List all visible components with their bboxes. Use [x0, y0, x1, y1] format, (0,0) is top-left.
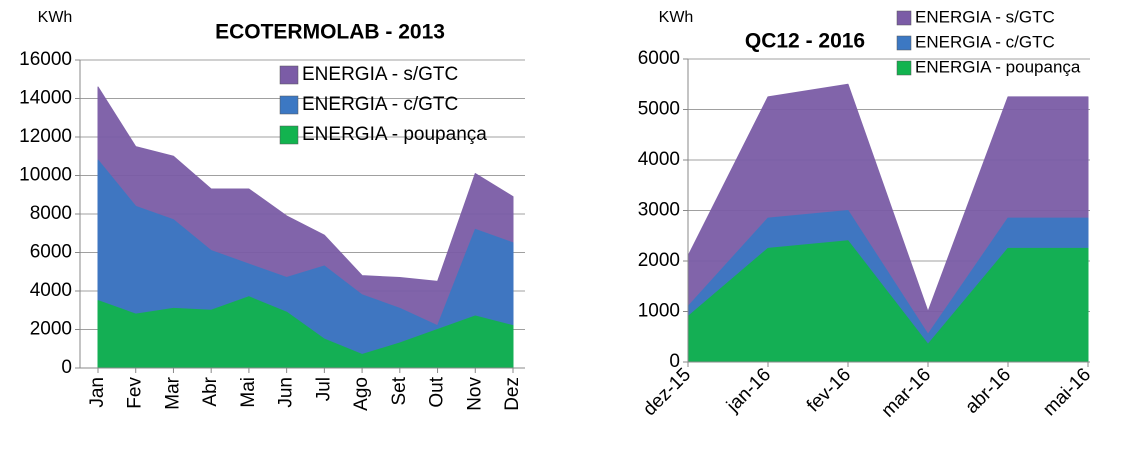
x-tick-label: Jul — [313, 377, 334, 401]
y-tick-label: 3000 — [638, 200, 680, 221]
legend-swatch — [896, 35, 912, 51]
x-tick-label: Nov — [464, 377, 485, 411]
x-tick-label: Dez — [502, 377, 523, 411]
x-tick-label: mai-16 — [1039, 364, 1095, 420]
x-tick-label: Mar — [162, 376, 183, 409]
y-tick-label: 4000 — [638, 149, 680, 170]
x-tick-label: jan-16 — [722, 364, 775, 417]
y-tick-label: 4000 — [30, 280, 72, 301]
y-tick-label: 5000 — [638, 99, 680, 120]
legend-swatch — [279, 65, 299, 85]
x-tick-label: Ago — [351, 377, 372, 411]
legend-label: ENERGIA - c/GTC — [302, 94, 458, 115]
legend-label: ENERGIA - s/GTC — [302, 64, 458, 85]
x-tick-label: Jan — [87, 377, 108, 408]
y-axis-label: KWh — [659, 9, 694, 26]
legend-label: ENERGIA - poupança — [302, 124, 487, 145]
y-tick-label: 2000 — [638, 250, 680, 271]
y-tick-label: 10000 — [19, 165, 72, 186]
y-tick-label: 16000 — [19, 49, 72, 70]
chart-title: QC12 - 2016 — [745, 30, 865, 53]
x-tick-label: Set — [389, 376, 410, 405]
x-tick-label: mar-16 — [878, 364, 935, 421]
y-tick-label: 6000 — [30, 242, 72, 263]
legend-label: ENERGIA - c/GTC — [915, 32, 1055, 51]
y-tick-label: 8000 — [30, 203, 72, 224]
x-tick-label: Abr — [200, 376, 221, 406]
y-tick-label: 0 — [669, 351, 680, 372]
x-tick-label: Jun — [276, 377, 297, 408]
chart-title: ECOTERMOLAB - 2013 — [215, 21, 445, 44]
x-tick-label: Fev — [125, 377, 146, 409]
legend-swatch — [896, 10, 912, 26]
y-tick-label: 12000 — [19, 126, 72, 147]
legend-swatch — [279, 125, 299, 145]
x-tick-label: abr-16 — [961, 364, 1015, 418]
legend-swatch — [279, 95, 299, 115]
y-axis-label: KWh — [38, 9, 73, 26]
x-tick-label: Mai — [238, 377, 259, 408]
y-tick-label: 2000 — [30, 319, 72, 340]
x-tick-label: fev-16 — [803, 364, 855, 416]
legend-label: ENERGIA - poupança — [915, 57, 1081, 76]
y-tick-label: 6000 — [638, 48, 680, 69]
x-tick-label: dez-15 — [639, 364, 695, 420]
legend-label: ENERGIA - s/GTC — [915, 7, 1055, 26]
y-tick-label: 0 — [61, 357, 72, 378]
y-tick-label: 14000 — [19, 88, 72, 109]
area — [97, 296, 514, 369]
area — [687, 240, 1089, 363]
y-tick-label: 1000 — [638, 301, 680, 322]
x-tick-label: Out — [427, 376, 448, 407]
legend-swatch — [896, 60, 912, 76]
